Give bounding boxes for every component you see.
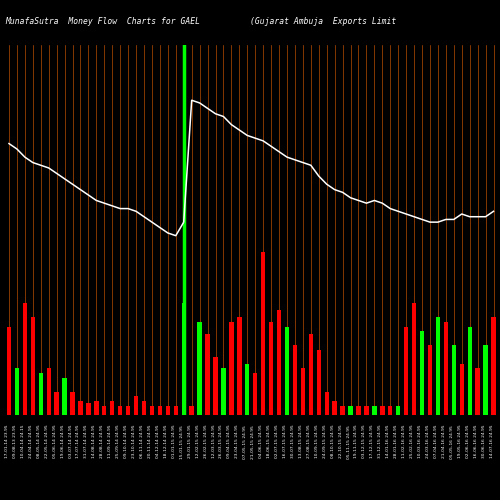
Bar [269, 322, 274, 415]
Bar [452, 345, 456, 415]
Bar [126, 406, 130, 415]
Bar [182, 304, 186, 415]
Bar [142, 401, 146, 415]
Bar [110, 401, 114, 415]
Bar [308, 334, 313, 415]
Bar [364, 406, 368, 415]
Bar [46, 368, 51, 415]
Bar [7, 326, 11, 415]
Bar [444, 322, 448, 415]
Bar [78, 401, 82, 415]
Bar [158, 406, 162, 415]
Bar [237, 318, 242, 415]
Bar [420, 332, 424, 415]
Bar [356, 406, 360, 415]
Bar [214, 357, 218, 415]
Bar [94, 401, 98, 415]
Bar [38, 373, 43, 415]
Bar [150, 406, 154, 415]
Bar [348, 406, 352, 415]
Bar [436, 318, 440, 415]
Bar [300, 368, 305, 415]
Bar [476, 368, 480, 415]
Bar [396, 406, 400, 415]
Bar [468, 326, 472, 415]
Bar [428, 345, 432, 415]
Bar [460, 364, 464, 415]
Bar [380, 406, 384, 415]
Bar [62, 378, 67, 415]
Text: MunafaSutra  Money Flow  Charts for GAEL: MunafaSutra Money Flow Charts for GAEL [5, 18, 200, 26]
Bar [86, 404, 90, 415]
Bar [324, 392, 329, 415]
Bar [277, 310, 281, 415]
Bar [70, 392, 74, 415]
Bar [245, 364, 250, 415]
Bar [54, 392, 59, 415]
Bar [316, 350, 321, 415]
Text: (Gujarat Ambuja  Exports Limit: (Gujarat Ambuja Exports Limit [250, 18, 396, 26]
Bar [492, 318, 496, 415]
Bar [118, 406, 122, 415]
Bar [388, 406, 392, 415]
Bar [253, 373, 258, 415]
Bar [206, 334, 210, 415]
Bar [412, 304, 416, 415]
Bar [174, 406, 178, 415]
Bar [30, 318, 35, 415]
Bar [22, 304, 27, 415]
Bar [340, 406, 345, 415]
Bar [102, 406, 106, 415]
Bar [134, 396, 138, 415]
Bar [190, 406, 194, 415]
Bar [285, 326, 289, 415]
Bar [484, 345, 488, 415]
Bar [332, 401, 337, 415]
Bar [14, 368, 19, 415]
Bar [261, 252, 266, 415]
Bar [229, 322, 234, 415]
Bar [293, 345, 297, 415]
Bar [166, 406, 170, 415]
Bar [404, 326, 408, 415]
Bar [198, 322, 202, 415]
Bar [372, 406, 376, 415]
Bar [222, 368, 226, 415]
